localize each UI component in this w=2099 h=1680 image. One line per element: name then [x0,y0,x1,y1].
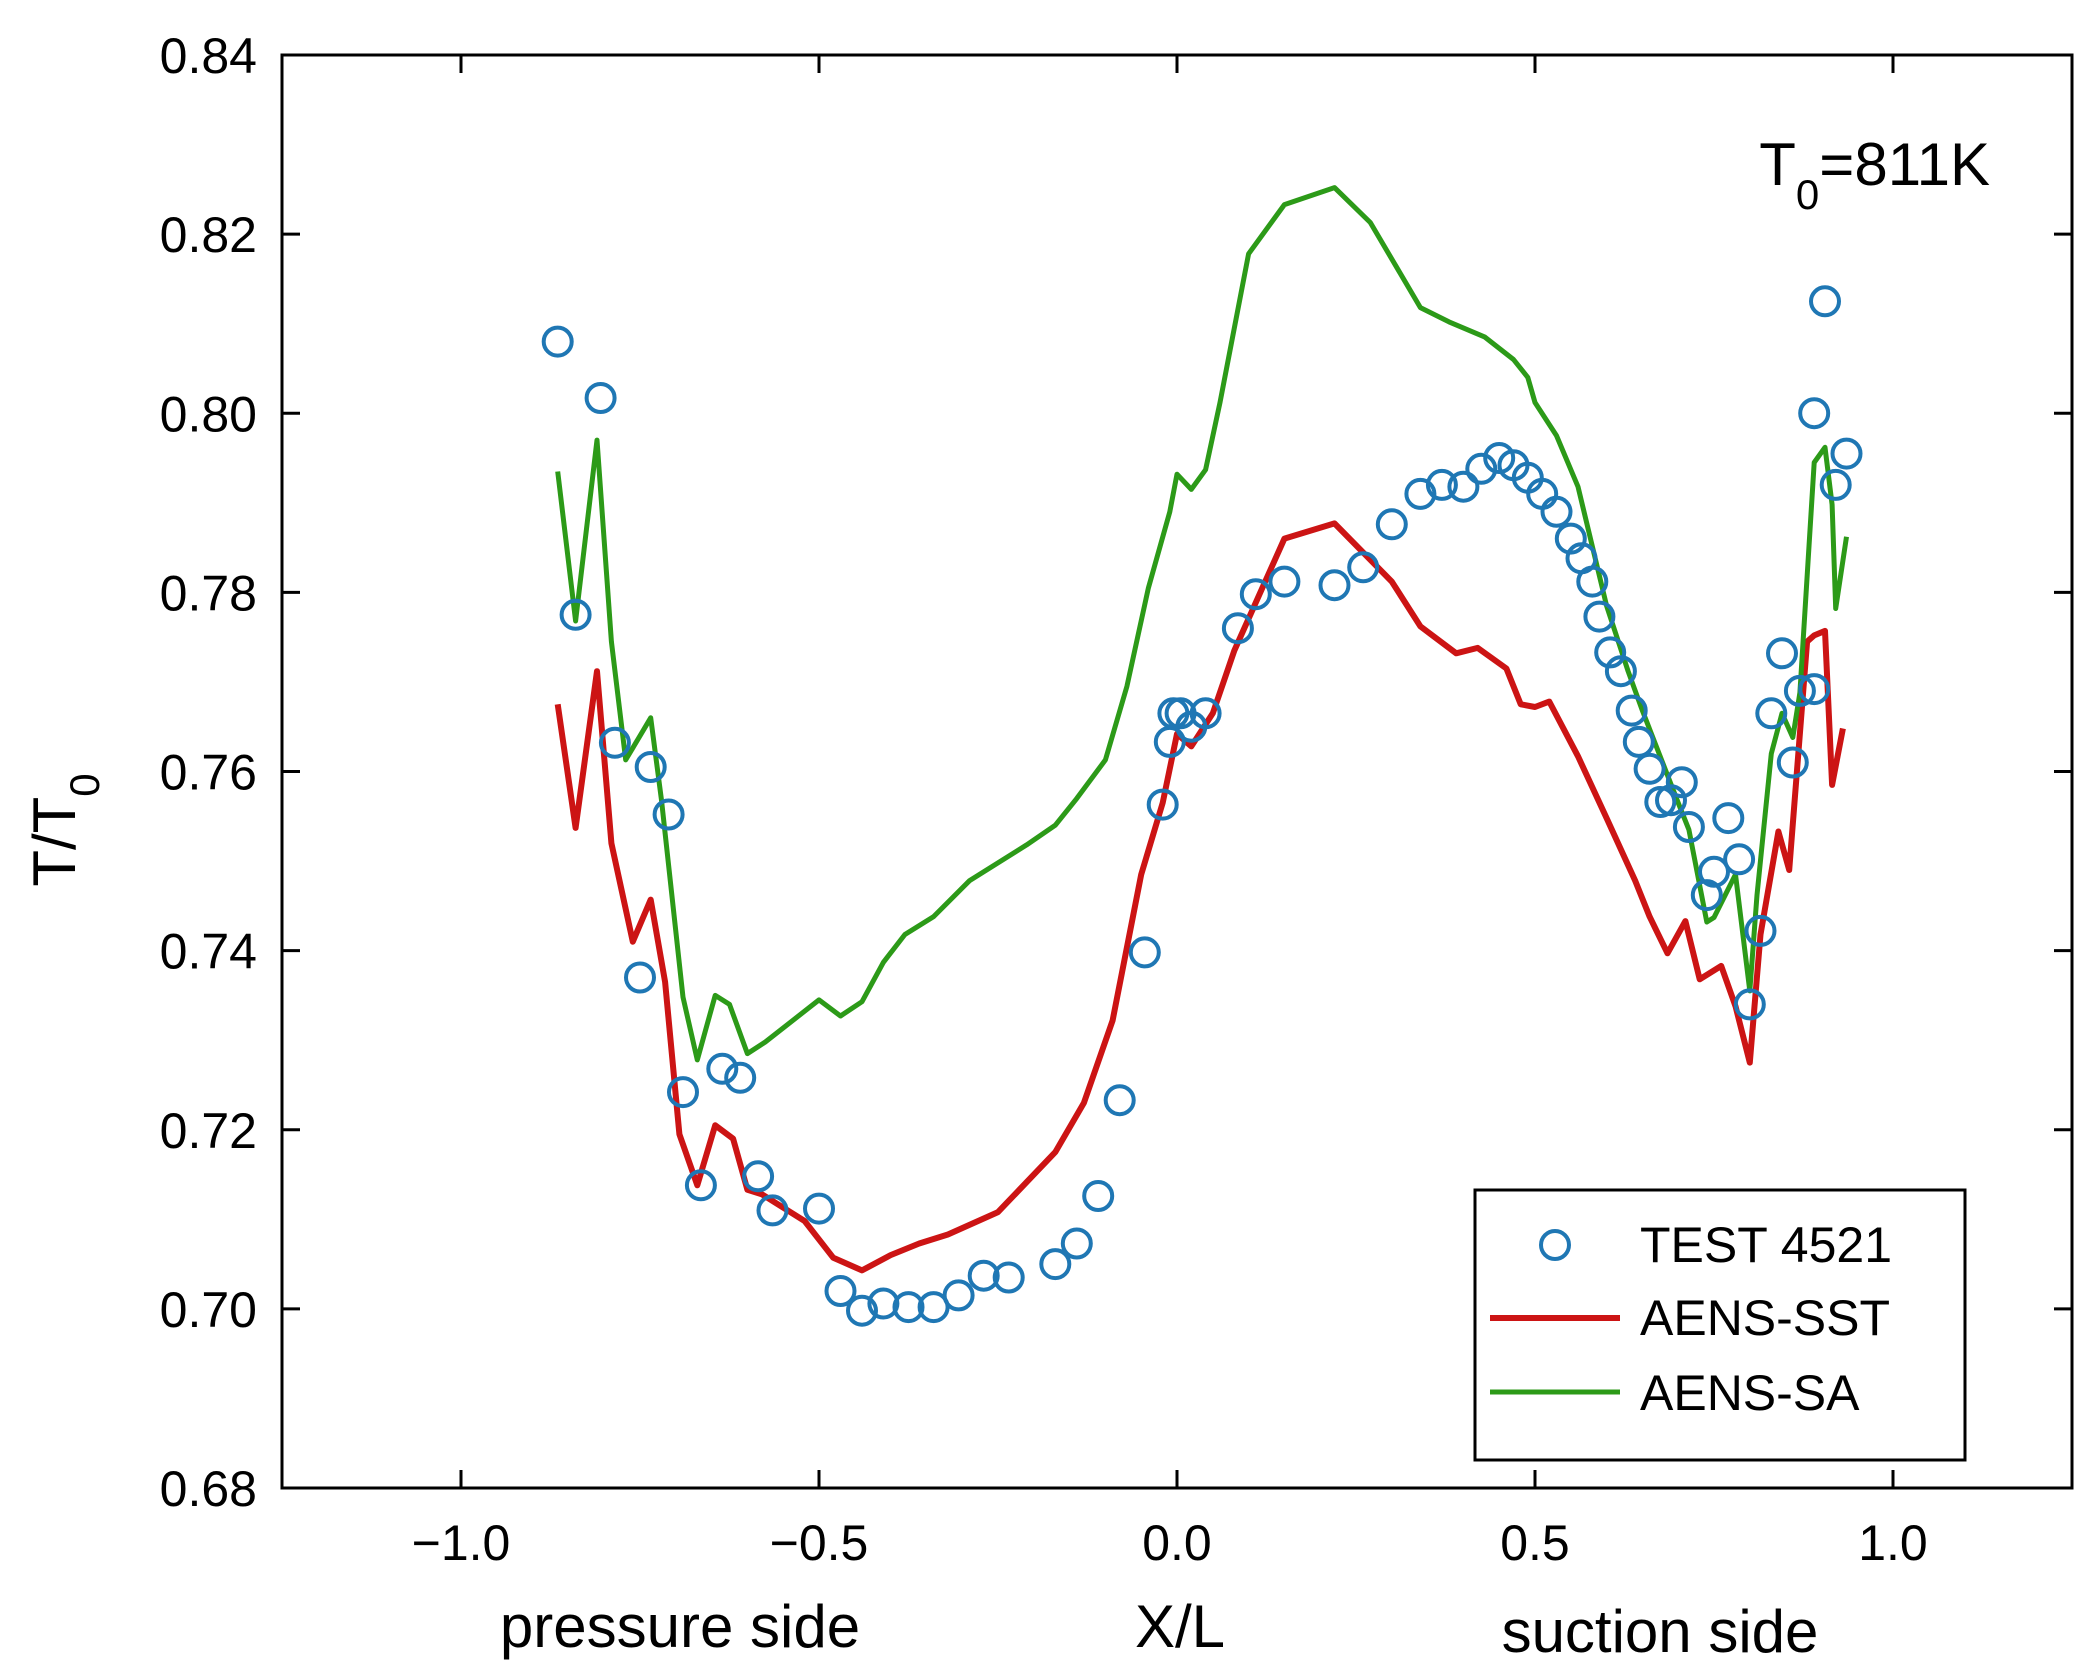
data-point [706,1052,739,1085]
y-tick-label: 0.84 [160,28,257,84]
data-point [541,325,574,358]
data-point [824,1275,857,1307]
data-point [1347,551,1380,584]
data-point [598,726,631,759]
data-point [1189,697,1222,730]
data-point [1733,988,1766,1021]
data-point [1665,766,1698,799]
series-line-aens-sa [555,185,1849,1063]
data-point [1698,855,1730,888]
data-point [1318,569,1351,602]
data-point [1755,697,1788,730]
data-point [634,751,667,783]
data-point [1633,752,1666,785]
x-tick-label: 0.5 [1500,1515,1570,1571]
y-tick-label: 0.80 [160,386,257,442]
x-tick-label: 1.0 [1858,1515,1928,1571]
data-point [1404,477,1437,510]
y-tick-label: 0.70 [160,1282,257,1338]
data-point [1583,600,1616,633]
data-point [756,1194,789,1227]
x-tick-label: −1.0 [412,1515,511,1571]
x-axis-ticks: −1.0 −0.5 0.0 0.5 1.0 [412,55,1928,1571]
data-point [742,1160,775,1193]
data-point [917,1291,950,1324]
data-point [584,382,617,414]
y-tick-label: 0.76 [160,745,257,801]
data-point [1644,786,1677,818]
data-point [724,1061,757,1094]
series-layer [541,185,1863,1327]
data-point [1819,468,1852,501]
data-point [1712,802,1745,835]
data-point [1830,437,1863,470]
data-point [1672,811,1705,843]
data-point [1776,746,1809,779]
data-point [1039,1248,1072,1281]
data-point [846,1294,878,1327]
data-point [1809,285,1841,318]
data-point [1576,565,1609,598]
series-line-aens-sst [554,520,1846,1274]
y-tick-label: 0.72 [160,1103,257,1159]
data-point [1128,936,1161,969]
legend-label-aens-sa: AENS-SA [1640,1365,1860,1421]
x-tick-label: −0.5 [770,1515,869,1571]
data-point [1766,637,1798,670]
data-point [1060,1227,1093,1260]
data-point [967,1259,1000,1292]
data-point [624,961,656,994]
data-point [1146,788,1179,821]
data-point [1615,694,1648,727]
data-point [684,1169,717,1202]
x-axis-label-suction-side: suction side [1502,1598,1819,1665]
data-point [867,1287,900,1320]
x-axis-title: X/L [1135,1593,1225,1660]
data-point [1744,914,1777,947]
x-tick-label: 0.0 [1142,1515,1212,1571]
data-point [1447,470,1480,503]
y-tick-label: 0.68 [160,1461,257,1517]
data-point [1221,612,1254,645]
data-point [892,1291,925,1324]
data-point [992,1261,1025,1294]
data-point [559,598,592,631]
data-point [1465,452,1498,485]
legend-marker-test-4521 [1539,1229,1571,1261]
legend-box [1473,1188,1967,1462]
data-point [803,1192,835,1225]
data-point [1594,636,1627,669]
data-point [1239,578,1272,611]
data-point [1798,673,1831,706]
y-axis-ticks: 0.68 0.70 0.72 0.74 0.76 0.78 0.80 0.82 0.84 [160,28,2072,1517]
data-point [1268,565,1301,598]
y-tick-label: 0.82 [160,207,257,263]
data-point [1690,879,1723,912]
legend-label-test-4521: TEST 4521 [1640,1217,1892,1273]
data-point [1082,1180,1115,1212]
data-point [652,798,685,831]
legend-label-aens-sst: AENS-SST [1640,1290,1890,1346]
data-point [1425,468,1458,501]
y-tick-label: 0.74 [160,924,257,980]
data-point [1540,495,1573,528]
data-point [942,1279,975,1312]
data-point [1375,508,1408,541]
data-point [1622,725,1655,758]
data-point [1604,655,1637,688]
data-point [1783,674,1816,707]
data-point [1655,784,1687,817]
x-axis-label-pressure-side: pressure side [500,1593,860,1660]
data-point [1798,397,1831,430]
legend: TEST 4521 AENS-SST AENS-SA [1473,1188,1967,1462]
data-point [1103,1084,1136,1117]
series-test-4521 [541,285,1863,1327]
data-point [1723,843,1756,876]
y-tick-label: 0.78 [160,565,257,621]
data-point [667,1076,699,1109]
